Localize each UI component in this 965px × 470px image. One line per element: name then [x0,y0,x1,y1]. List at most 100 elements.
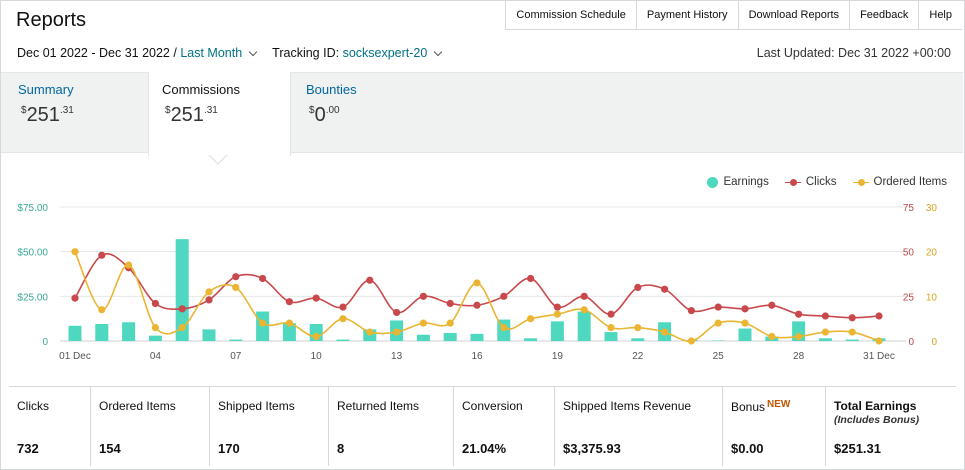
help-button[interactable]: Help [918,1,962,29]
earnings-bar [336,339,350,341]
legend-clicks-label: Clicks [805,176,837,188]
y-right-clicks-tick-label: 0 [908,337,914,348]
ordered-items-point [125,261,133,269]
date-range-text: Dec 01 2022 - Dec 31 2022 / [17,46,177,60]
y-right-ordered-tick-label: 20 [926,248,938,259]
stat-clicks: Clicks 732 [9,387,91,466]
stat-total-earnings: Total Earnings (Includes Bonus) $251.31 [826,387,956,466]
legend-earnings[interactable]: Earnings [707,176,769,188]
clicks-point [178,305,186,313]
tracking-id-dropdown[interactable]: socksexpert-20 [342,46,428,60]
ordered-items-point [312,332,320,341]
earnings-bar [470,333,484,341]
ordered-items-point [634,324,642,332]
ordered-items-point [285,319,293,327]
earnings-bar [443,332,457,341]
y-left-tick-label: 0 [42,337,48,348]
tab-commissions-amount: $251.31 [165,104,218,126]
y-right-ordered-tick-label: 30 [926,203,938,214]
y-left-tick-label: $75.00 [17,203,48,214]
clicks-point [71,294,79,302]
earnings-bar [202,329,216,341]
ordered-items-point [607,324,615,332]
earnings-bar [175,239,189,341]
clicks-point [768,301,776,309]
earnings-bar [818,338,832,341]
stat-value: 21.04% [462,441,507,456]
stat-value: $251.31 [834,441,881,456]
clicks-point [500,292,508,300]
legend-earnings-label: Earnings [723,176,769,188]
ordered-items-point [178,324,186,332]
ordered-items-point [768,332,776,341]
ordered-items-point [714,319,722,327]
ordered-items-point [446,319,454,327]
x-tick-label: 07 [230,351,242,362]
earnings-bar [122,322,136,341]
clicks-point [473,301,481,309]
stat-bonus: Bonus NEW $0.00 [723,387,826,466]
ordered-items-point [848,328,856,336]
clicks-point [607,310,615,318]
legend-ordered-label: Ordered Items [873,176,948,188]
legend-clicks[interactable]: Clicks [784,176,837,188]
top-nav: Commission Schedule Payment History Down… [505,1,962,30]
y-right-ordered-tick-label: 10 [926,292,938,303]
feedback-button[interactable]: Feedback [849,1,918,29]
stat-label: Conversion [462,399,523,413]
page-title: Reports [16,9,87,31]
earnings-bar [738,328,752,341]
clicks-point [714,303,722,311]
tab-bounties-label: Bounties [306,82,357,97]
commission-schedule-button[interactable]: Commission Schedule [505,1,635,29]
download-reports-button[interactable]: Download Reports [737,1,850,29]
y-left-tick-label: $50.00 [17,248,48,259]
ordered-items-point [500,324,508,332]
clicks-point [527,274,535,283]
date-preset-dropdown[interactable]: Last Month [180,46,243,60]
clicks-point [232,273,240,281]
x-tick-label: 10 [311,351,323,362]
clicks-point [580,292,588,300]
ordered-items-point [151,324,159,332]
clicks-point [634,283,642,291]
stat-sublabel: (Includes Bonus) [834,414,920,426]
stat-ordered-items: Ordered Items 154 [91,387,210,466]
payment-history-button[interactable]: Payment History [635,1,738,29]
ordered-items-point [393,328,401,336]
stat-returned-items: Returned Items 8 [329,387,454,466]
ordered-items-point [419,319,427,327]
ordered-items-point [795,332,803,341]
x-tick-label: 31 Dec [863,351,895,362]
clicks-point [795,310,803,318]
earnings-bar [845,339,859,341]
earnings-bar [550,321,564,341]
clicks-point [875,312,883,320]
chevron-down-icon[interactable] [248,47,258,56]
stat-label: Bonus NEW [731,399,791,414]
x-tick-label: 16 [471,351,483,362]
active-tab-caret-fill [209,154,227,163]
tab-commissions-label: Commissions [162,82,241,97]
chevron-down-icon[interactable] [434,47,443,56]
legend-ordered-items[interactable]: Ordered Items [852,176,948,188]
filter-bar: Dec 01 2022 - Dec 31 2022 / Last Month T… [17,46,447,60]
ordered-items-point [98,306,106,314]
x-tick-label: 25 [713,351,725,362]
stat-label: Shipped Items Revenue [563,399,692,413]
stat-value: 170 [218,441,240,456]
clicks-point [446,299,454,308]
ordered-items-point [339,315,347,323]
stat-conversion: Conversion 21.04% [454,387,555,466]
earnings-bar [604,332,618,341]
earnings-bar [577,311,591,341]
ordered-items-point [473,279,481,287]
earnings-bar [282,323,296,341]
stat-value: $3,375.93 [563,441,621,456]
clicks-point [741,305,749,313]
ordered-items-point [875,337,883,345]
clicks-point [259,274,267,283]
ordered-items-point [687,337,696,345]
ordered-items-point [205,288,213,296]
ordered-items-point [821,328,830,336]
